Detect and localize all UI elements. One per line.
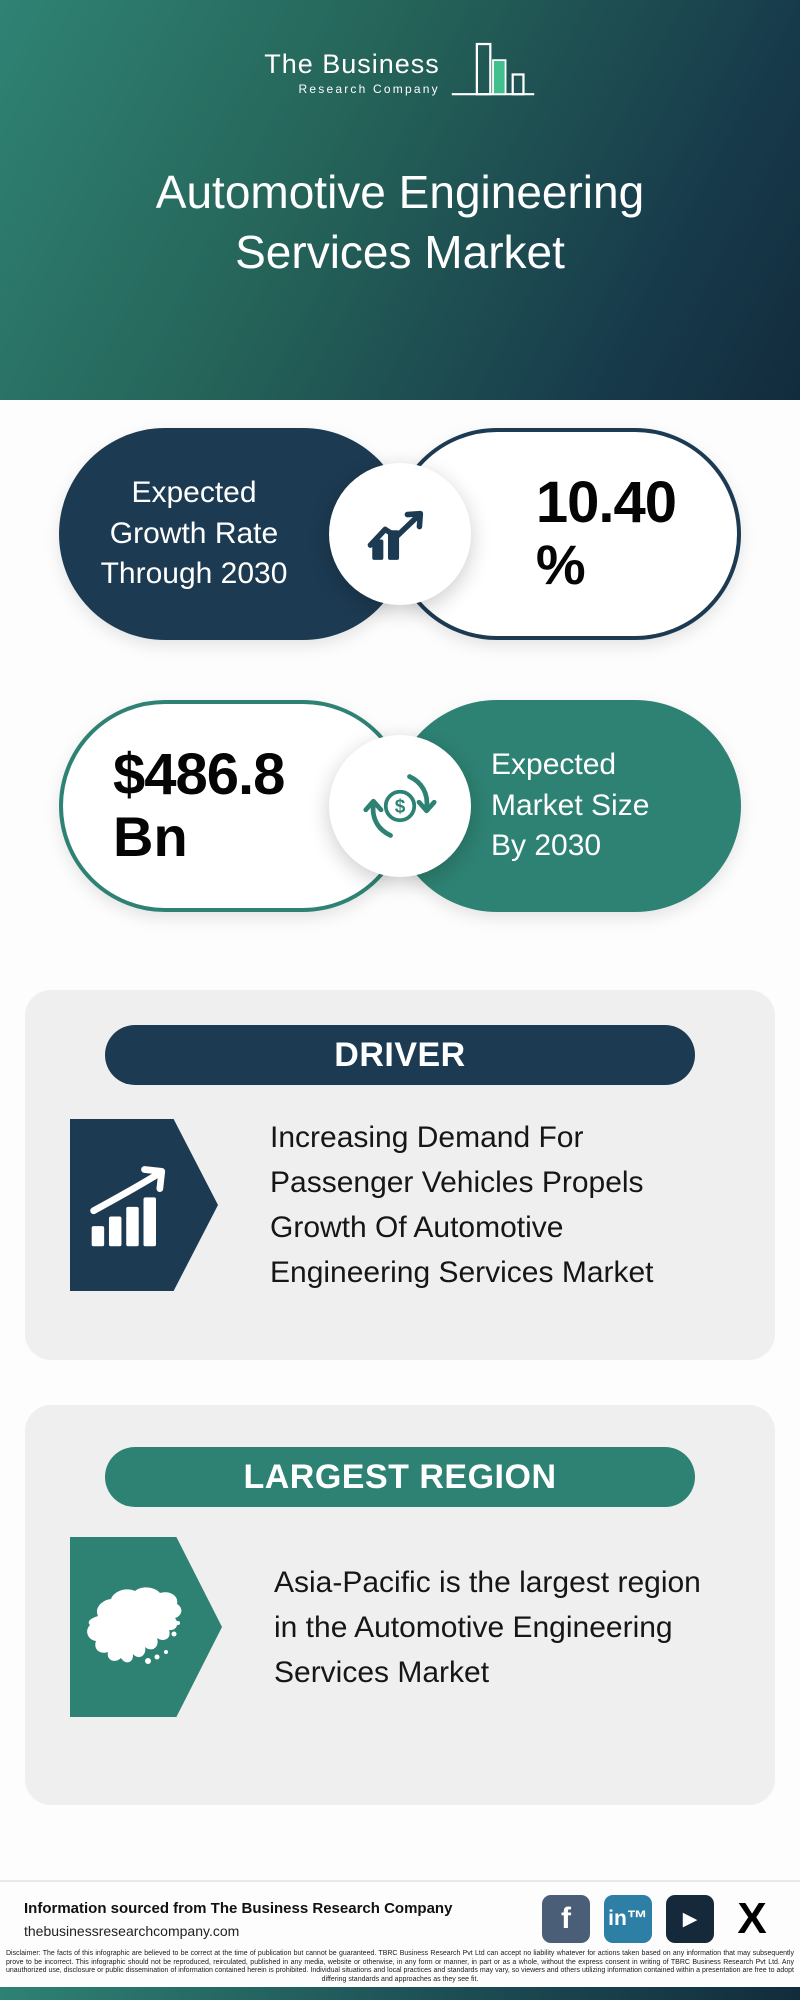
- logo-line1: The Business: [264, 49, 440, 79]
- market-size-stat: $486.8 Bn $ Expected Market Size By 2030: [0, 700, 800, 912]
- bottom-accent-bar: [0, 1987, 800, 2000]
- asia-map-icon: [70, 1537, 222, 1717]
- largest-region-section: LARGEST REGION Asia-Pacific is the large…: [25, 1405, 775, 1805]
- dollar-exchange-icon: $: [329, 735, 471, 877]
- market-size-label: Expected Market Size By 2030: [491, 748, 650, 863]
- bar-chart-logo-icon: [450, 36, 536, 104]
- facebook-icon[interactable]: f: [542, 1895, 590, 1943]
- largest-region-body: Asia-Pacific is the largest region in th…: [25, 1537, 775, 1717]
- source-website-link[interactable]: thebusinessresearchcompany.com: [24, 1922, 240, 1939]
- company-logo: The Business Research Company: [264, 36, 536, 104]
- market-size-value: $486.8 Bn: [113, 742, 285, 869]
- growth-rate-value-pill: 10.40 %: [391, 428, 741, 640]
- company-logo-text: The Business Research Company: [264, 49, 440, 104]
- growth-rate-label: Expected Growth Rate Through 2030: [100, 476, 288, 591]
- youtube-icon[interactable]: ▶: [666, 1895, 714, 1943]
- disclaimer-text: Disclaimer: The facts of this infographi…: [6, 1950, 794, 1983]
- driver-heading: DRIVER: [334, 1035, 466, 1074]
- page-title: Automotive Engineering Services Market: [155, 166, 645, 278]
- driver-heading-pill: DRIVER: [105, 1025, 695, 1085]
- driver-body: Increasing Demand For Passenger Vehicles…: [25, 1115, 775, 1295]
- market-size-unit: Bn: [113, 805, 188, 869]
- driver-section: DRIVER Increasing Demand For Passenger V…: [25, 990, 775, 1360]
- footer-separator: [0, 1880, 800, 1882]
- header-banner: The Business Research Company Automotive…: [0, 0, 800, 400]
- x-twitter-icon[interactable]: X: [737, 1894, 767, 1943]
- rising-bar-chart-icon: [70, 1119, 218, 1291]
- source-text: Information sourced from The Business Re…: [24, 1899, 453, 1917]
- largest-region-heading-pill: LARGEST REGION: [105, 1447, 695, 1507]
- largest-region-text: Asia-Pacific is the largest region in th…: [274, 1565, 701, 1689]
- driver-text: Increasing Demand For Passenger Vehicles…: [270, 1121, 654, 1289]
- largest-region-heading: LARGEST REGION: [243, 1457, 557, 1496]
- footer-source-row: Information sourced from The Business Re…: [0, 1888, 800, 1950]
- market-size-value-pill: $486.8 Bn: [59, 700, 409, 912]
- growth-rate-stat: Expected Growth Rate Through 2030 10.40 …: [0, 428, 800, 640]
- growth-rate-value: 10.40 %: [535, 470, 677, 597]
- market-size-number: $486.8: [113, 742, 285, 808]
- social-links: f in™ ▶ X: [542, 1894, 776, 1943]
- svg-text:$: $: [395, 797, 406, 818]
- linkedin-icon[interactable]: in™: [604, 1895, 652, 1943]
- growth-trend-icon: [329, 463, 471, 605]
- growth-rate-number: 10.40: [535, 470, 677, 536]
- growth-rate-unit: %: [535, 533, 586, 597]
- source-info: Information sourced from The Business Re…: [24, 1900, 452, 1939]
- logo-line2: Research Company: [298, 82, 440, 96]
